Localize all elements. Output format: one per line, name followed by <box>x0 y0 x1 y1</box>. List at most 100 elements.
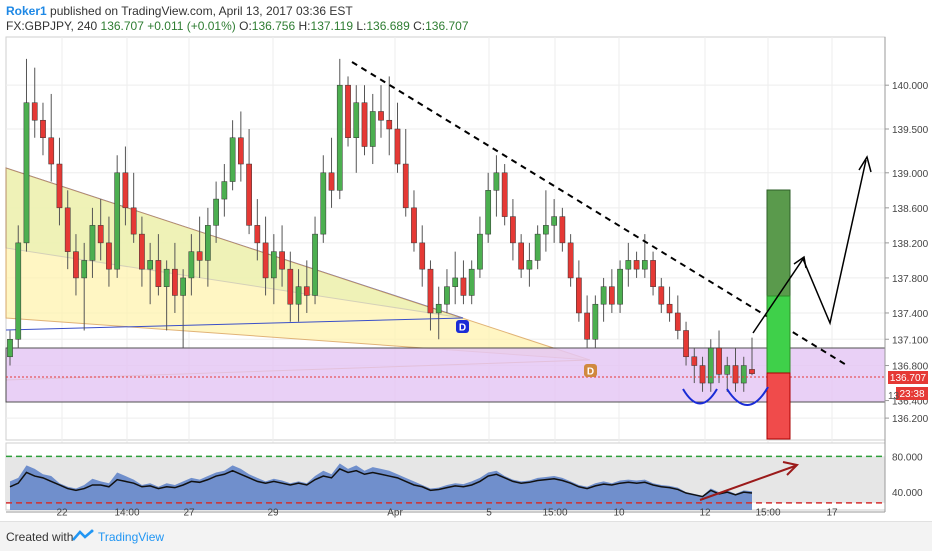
candle[interactable] <box>518 234 525 278</box>
candle[interactable] <box>213 181 219 243</box>
price-axis[interactable]: 140.000 139.500 139.000 138.600 138.200 137.8… <box>884 37 929 512</box>
candle[interactable] <box>510 199 516 261</box>
candle[interactable] <box>402 128 409 217</box>
candle[interactable] <box>56 137 63 226</box>
candle[interactable] <box>237 111 244 182</box>
candle[interactable] <box>543 190 549 252</box>
candle[interactable] <box>567 234 574 287</box>
candle[interactable] <box>477 216 483 278</box>
candle[interactable] <box>559 207 566 252</box>
candle[interactable] <box>229 120 236 191</box>
candle[interactable] <box>147 242 154 305</box>
candle[interactable] <box>155 234 162 296</box>
candle[interactable] <box>97 199 104 261</box>
candle[interactable] <box>493 155 500 217</box>
candle[interactable] <box>674 295 681 340</box>
projection-path[interactable] <box>752 159 867 334</box>
tradingview-link[interactable]: TradingView <box>98 530 165 544</box>
candle[interactable] <box>485 172 492 243</box>
candle[interactable] <box>468 260 475 305</box>
candle[interactable] <box>394 102 401 173</box>
rsi-pane[interactable]: 80.000 40.000 <box>5 442 923 511</box>
position-stop[interactable] <box>766 372 791 440</box>
candle[interactable] <box>460 260 467 305</box>
candle[interactable] <box>279 225 285 287</box>
candle[interactable] <box>7 330 13 366</box>
candle[interactable] <box>336 58 343 200</box>
candle[interactable] <box>427 260 434 331</box>
candle[interactable] <box>683 321 689 366</box>
candle[interactable] <box>172 242 178 313</box>
candle[interactable] <box>205 207 211 287</box>
symbol-label[interactable]: FX:GBPJPY, 240 <box>6 19 98 33</box>
candle[interactable] <box>139 216 145 287</box>
candle[interactable] <box>15 225 22 349</box>
candle[interactable] <box>295 269 302 322</box>
candle[interactable] <box>361 85 368 156</box>
candle[interactable] <box>312 216 318 305</box>
author-link[interactable]: Roker1 <box>6 4 47 18</box>
candle[interactable] <box>732 348 739 392</box>
candle[interactable] <box>411 190 417 252</box>
candle[interactable] <box>353 85 360 173</box>
candle[interactable] <box>534 225 541 270</box>
tradingview-logo-icon[interactable] <box>72 529 94 543</box>
candle[interactable] <box>114 155 121 278</box>
candle[interactable] <box>345 76 351 147</box>
candle[interactable] <box>270 234 277 305</box>
candle[interactable] <box>699 356 706 392</box>
candle[interactable] <box>576 260 582 322</box>
candle[interactable] <box>369 93 376 165</box>
candle[interactable] <box>40 102 46 156</box>
candle[interactable] <box>452 251 459 305</box>
candle[interactable] <box>435 286 442 340</box>
candle[interactable] <box>551 199 557 243</box>
candle[interactable] <box>658 277 665 313</box>
candle[interactable] <box>592 295 599 349</box>
candle[interactable] <box>526 242 533 287</box>
candle[interactable] <box>625 242 632 287</box>
candle[interactable] <box>378 85 384 138</box>
time-axis[interactable]: 22 14:00 27 29 Apr 5 15:00 10 12 15:00 17 <box>6 507 885 518</box>
candle[interactable] <box>254 199 261 261</box>
candle[interactable] <box>221 164 228 217</box>
candle[interactable] <box>48 93 55 182</box>
candle[interactable] <box>320 155 327 243</box>
candle[interactable] <box>633 251 640 278</box>
candle[interactable] <box>89 207 96 278</box>
candle[interactable] <box>287 251 294 322</box>
candle[interactable] <box>608 269 615 313</box>
price-chart[interactable]: D D 80.000 40.000 140.000 139.500 139.000 13… <box>0 34 932 521</box>
candle[interactable] <box>180 269 186 349</box>
candle[interactable] <box>617 260 623 313</box>
candle[interactable] <box>31 67 38 138</box>
candle[interactable] <box>328 137 335 208</box>
candle[interactable] <box>666 286 673 322</box>
candle[interactable] <box>600 277 607 322</box>
candle[interactable] <box>106 216 112 287</box>
candle[interactable] <box>444 269 450 313</box>
candle[interactable] <box>740 356 747 392</box>
candle[interactable] <box>246 128 252 235</box>
candle[interactable] <box>650 251 656 296</box>
candle[interactable] <box>23 58 30 252</box>
candle[interactable] <box>262 216 269 296</box>
candle[interactable] <box>122 146 129 226</box>
candle[interactable] <box>707 339 714 392</box>
candle[interactable] <box>163 260 170 331</box>
candle[interactable] <box>501 164 508 226</box>
candle[interactable] <box>303 260 310 313</box>
candle[interactable] <box>716 330 722 384</box>
candle[interactable] <box>584 295 590 349</box>
candle[interactable] <box>196 216 203 278</box>
position-target-far[interactable] <box>766 189 791 297</box>
candle[interactable] <box>188 234 195 296</box>
candle[interactable] <box>81 242 88 331</box>
candle[interactable] <box>130 172 137 243</box>
candle[interactable] <box>386 76 393 156</box>
candle[interactable] <box>749 337 755 376</box>
candle[interactable] <box>419 225 426 287</box>
candle[interactable] <box>724 356 731 392</box>
candle[interactable] <box>64 190 71 270</box>
candle[interactable] <box>73 234 79 296</box>
